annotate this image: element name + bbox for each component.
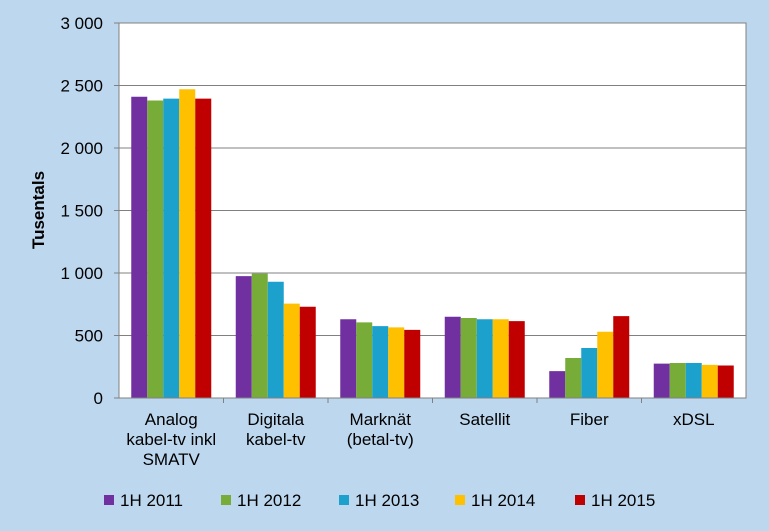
y-tick-label: 500 [75,327,103,346]
legend-label: 1H 2015 [591,491,655,510]
bar-1h-2015 [299,306,316,398]
legend-swatch [104,495,114,505]
bar-1h-2011 [340,319,357,398]
y-tick-label: 1 000 [60,264,103,283]
bar-1h-2015 [195,98,212,398]
bar-1h-2014 [701,364,718,398]
bar-1h-2013 [372,326,389,398]
bar-1h-2015 [717,365,734,398]
bar-1h-2015 [404,329,421,398]
x-category-label: Marknät (betal-tv) [347,410,414,449]
y-tick-label: 0 [94,389,103,408]
bar-1h-2013 [267,281,284,398]
bar-1h-2013 [581,348,598,398]
y-axis-label: Tusentals [29,171,48,249]
bar-1h-2012 [460,318,477,398]
x-axis-categories: Analog kabel-tv inkl SMATV Digitala kabel-tv… [126,410,714,469]
bar-1h-2013 [685,363,702,398]
bar-1h-2011 [549,371,566,398]
bar-1h-2014 [597,331,614,398]
bar-1h-2011 [131,96,148,398]
bar-1h-2011 [235,276,252,398]
bar-1h-2012 [251,273,268,398]
x-category-label: Satellit [459,410,510,429]
bar-1h-2012 [565,358,582,398]
bar-1h-2012 [356,322,373,398]
bar-1h-2015 [508,321,525,398]
x-category-label: Digitala kabel-tv [246,410,306,449]
x-category-label: Analog kabel-tv inkl SMATV [126,410,216,469]
y-tick-label: 2 000 [60,139,103,158]
bars [131,89,734,398]
bar-1h-2011 [444,316,461,398]
bar-1h-2011 [653,363,670,398]
x-category-label: Fiber [570,410,609,429]
y-tick-label: 3 000 [60,14,103,33]
y-tick-label: 1 500 [60,202,103,221]
axes [118,22,747,403]
legend-label: 1H 2012 [237,491,301,510]
bar-1h-2013 [163,98,180,398]
x-category-label: xDSL [673,410,715,429]
bar-1h-2013 [476,319,493,398]
legend-label: 1H 2013 [355,491,419,510]
bar-1h-2014 [179,89,196,398]
bar-1h-2012 [669,363,686,398]
legend: 1H 2011 1H 2012 1H 2013 1H 2014 1H 2015 [104,491,655,510]
y-axis-ticks: 0 500 1 000 1 500 2 000 2 500 3 000 [60,14,119,408]
bar-1h-2014 [388,327,405,398]
legend-label: 1H 2011 [120,491,183,510]
bar-1h-2014 [283,303,300,398]
y-tick-label: 2 500 [60,77,103,96]
legend-swatch [575,495,585,505]
bar-1h-2014 [492,319,509,398]
bar-1h-2012 [147,100,164,398]
legend-label: 1H 2014 [471,491,535,510]
legend-swatch [221,495,231,505]
legend-swatch [339,495,349,505]
bar-1h-2015 [613,316,630,398]
legend-swatch [455,495,465,505]
